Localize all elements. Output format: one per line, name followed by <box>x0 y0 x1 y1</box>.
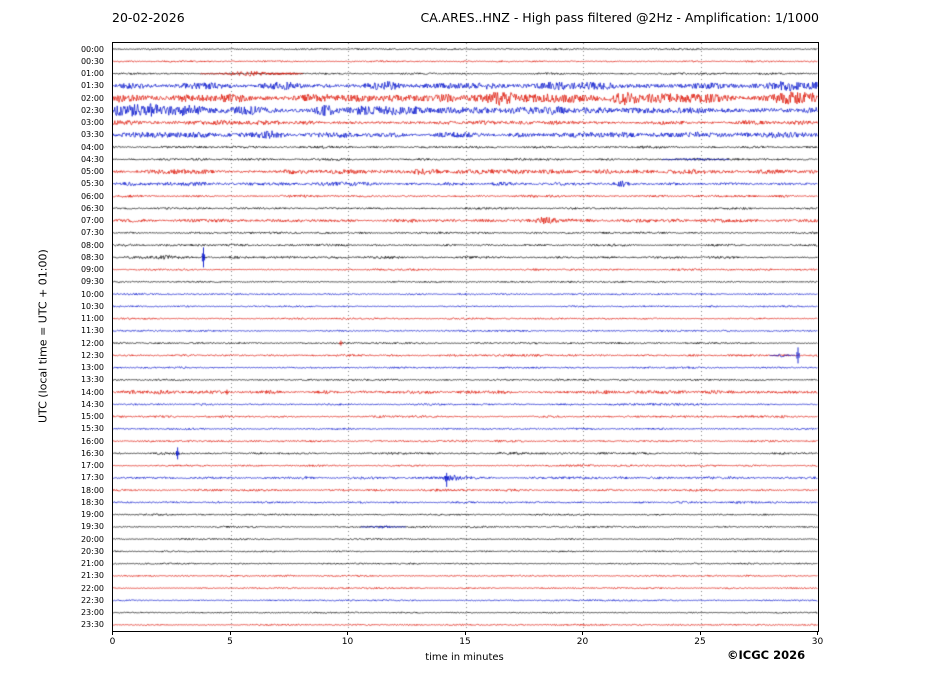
row-label: 17:30 <box>80 473 104 483</box>
row-label: 07:00 <box>80 216 104 226</box>
row-label: 18:00 <box>80 485 104 495</box>
copyright: ©ICGC 2026 <box>727 648 806 662</box>
row-label: 16:30 <box>80 448 104 458</box>
tick-label: 0 <box>109 637 116 647</box>
tick-label: 10 <box>341 637 354 647</box>
row-label: 15:00 <box>80 412 104 422</box>
row-label: 23:30 <box>80 620 104 630</box>
row-label: 20:00 <box>80 534 104 544</box>
tick-mark <box>582 631 583 635</box>
row-label: 14:30 <box>80 399 104 409</box>
tick-label: 20 <box>576 637 589 647</box>
row-label: 20:30 <box>80 546 104 556</box>
x-axis-ticks: 0 5 10 15 20 25 30 <box>110 631 823 653</box>
plot-area <box>112 42 819 632</box>
tick-mark <box>699 631 701 635</box>
row-label: 17:00 <box>80 461 104 471</box>
row-label: 11:30 <box>80 326 104 336</box>
tick-mark <box>347 631 348 635</box>
time-axis-labels: 00:00 00:30 01:00 01:30 02:00 02:30 03:00 03:30… <box>0 43 108 631</box>
tick-mark <box>229 631 231 635</box>
row-label: 16:00 <box>80 436 104 446</box>
tick-mark <box>817 631 818 635</box>
row-label: 21:30 <box>80 571 104 581</box>
x-axis-title: time in minutes <box>425 652 504 663</box>
row-label: 18:30 <box>80 497 104 507</box>
row-label: 14:00 <box>80 387 104 397</box>
tick-mark <box>112 631 113 635</box>
row-label: 07:30 <box>80 228 104 238</box>
row-label: 23:00 <box>80 608 104 618</box>
row-label: 12:30 <box>80 350 104 360</box>
tick-label: 5 <box>227 637 233 647</box>
row-label: 12:00 <box>80 338 104 348</box>
row-label: 19:30 <box>80 522 104 532</box>
row-label: 03:00 <box>80 118 104 128</box>
row-label: 22:30 <box>80 595 104 605</box>
row-label: 04:00 <box>80 142 104 152</box>
seismogram-canvas <box>113 43 818 631</box>
tick-label: 25 <box>694 637 706 647</box>
row-label: 19:00 <box>80 510 104 520</box>
row-label: 09:30 <box>80 277 104 287</box>
row-label: 15:30 <box>80 424 104 434</box>
row-label: 10:30 <box>80 301 104 311</box>
row-label: 02:00 <box>80 93 104 103</box>
row-label: 03:30 <box>80 130 104 140</box>
row-label: 04:30 <box>80 154 104 164</box>
tick-mark <box>464 631 466 635</box>
row-label: 06:30 <box>80 203 104 213</box>
plot-header: 20-02-2026 CA.ARES..HNZ - High pass filt… <box>112 10 819 26</box>
tick-label: 15 <box>459 637 471 647</box>
row-label: 13:00 <box>80 363 104 373</box>
row-label: 21:00 <box>80 559 104 569</box>
row-label: 01:00 <box>80 69 104 79</box>
row-label: 09:00 <box>80 265 104 275</box>
row-label: 05:00 <box>80 167 104 177</box>
row-label: 13:30 <box>80 375 104 385</box>
row-label: 02:30 <box>80 105 104 115</box>
row-label: 01:30 <box>80 81 104 91</box>
row-label: 11:00 <box>80 314 104 324</box>
tick-label: 30 <box>811 637 824 647</box>
row-label: 08:00 <box>80 240 104 250</box>
row-label: 08:30 <box>80 252 104 262</box>
row-label: 22:00 <box>80 583 104 593</box>
row-label: 00:30 <box>80 56 104 66</box>
row-label: 05:30 <box>80 179 104 189</box>
row-label: 06:00 <box>80 191 104 201</box>
date-title: 20-02-2026 <box>112 10 185 25</box>
row-label: 00:00 <box>80 44 104 54</box>
plot-title: CA.ARES..HNZ - High pass filtered @2Hz -… <box>420 10 819 25</box>
row-label: 10:00 <box>80 289 104 299</box>
